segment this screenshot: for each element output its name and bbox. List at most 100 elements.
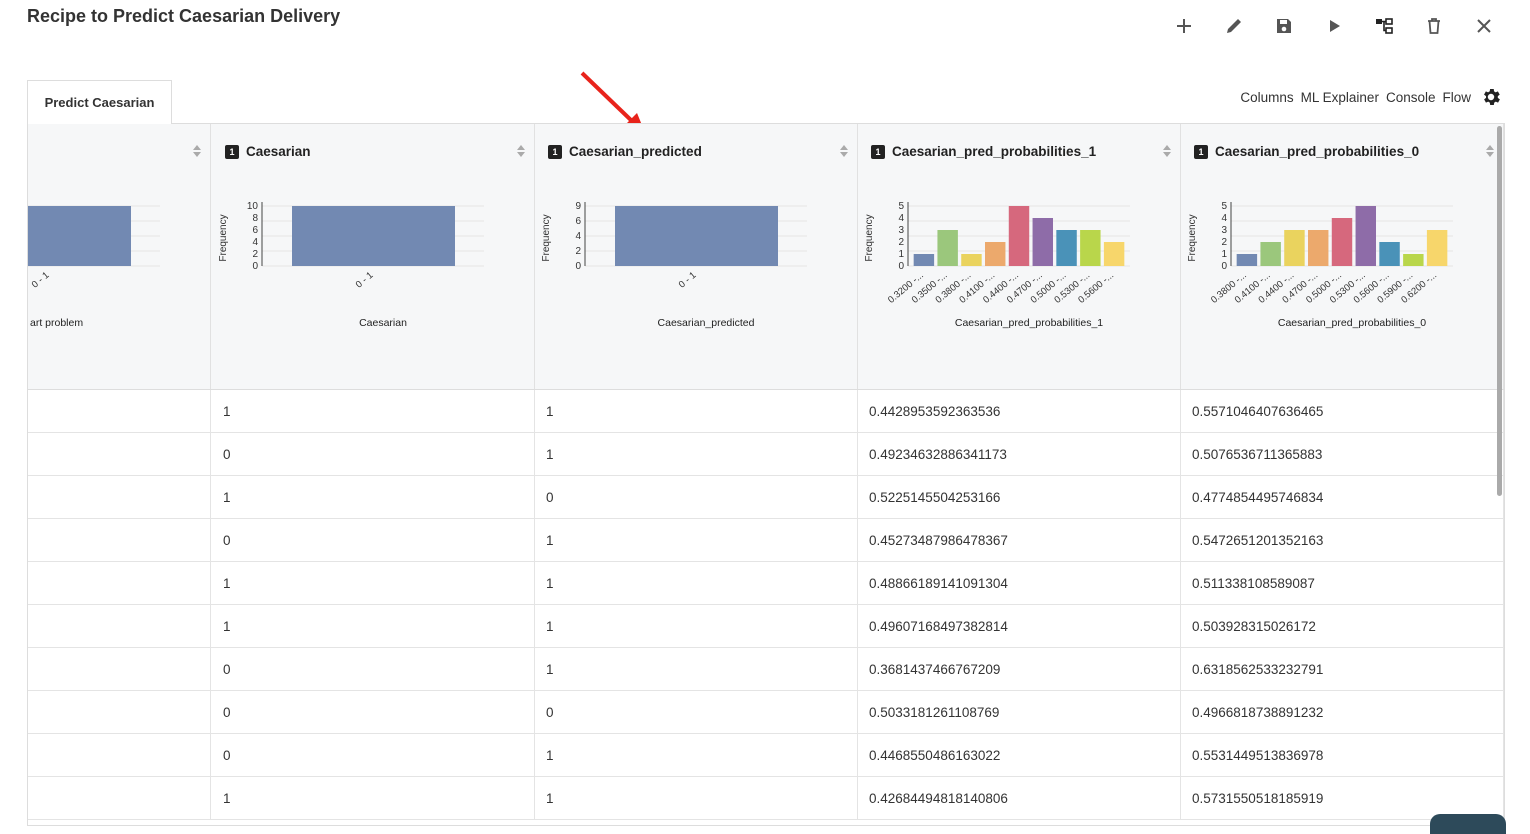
histogram-bar[interactable] — [1307, 230, 1329, 266]
histogram-bar[interactable] — [1379, 242, 1400, 266]
table-cell[interactable] — [28, 519, 211, 562]
help-tab[interactable] — [1430, 814, 1506, 834]
ml-explainer-link[interactable]: ML Explainer — [1300, 89, 1379, 105]
histogram-bar[interactable] — [1236, 254, 1258, 266]
table-row[interactable]: 0 0 0.5033181261108769 0.4966818738891232 — [28, 691, 1504, 734]
table-cell[interactable]: 0 — [535, 476, 858, 519]
columns-link[interactable]: Columns — [1240, 89, 1294, 105]
table-cell[interactable] — [28, 390, 211, 433]
table-row[interactable]: 0 1 0.4468550486163022 0.5531449513836978 — [28, 734, 1504, 777]
table-cell[interactable]: 0.5472651201352163 — [1181, 519, 1504, 562]
table-cell[interactable]: 0.4966818738891232 — [1181, 691, 1504, 734]
table-cell[interactable] — [28, 648, 211, 691]
table-cell[interactable]: 0.4468550486163022 — [858, 734, 1181, 777]
histogram-bar[interactable] — [1080, 230, 1101, 266]
histogram-bar[interactable] — [937, 230, 958, 266]
console-link[interactable]: Console — [1385, 89, 1436, 105]
table-row[interactable]: 1 1 0.4428953592363536 0.5571046407636465 — [28, 390, 1504, 433]
column-title[interactable]: 1 Caesarian_pred_probabilities_1 — [871, 144, 1096, 159]
table-cell[interactable]: 1 — [212, 476, 535, 519]
histogram-bar[interactable] — [1355, 206, 1377, 266]
histogram-bar[interactable] — [1056, 230, 1077, 266]
sort-icon[interactable] — [1162, 144, 1172, 158]
table-cell[interactable]: 0.5731550518185919 — [1181, 777, 1504, 820]
table-cell[interactable]: 0.5033181261108769 — [858, 691, 1181, 734]
table-cell[interactable]: 1 — [535, 777, 858, 820]
gear-icon[interactable] — [1480, 86, 1502, 108]
histogram-bar[interactable] — [961, 254, 982, 266]
column-title[interactable]: 1 Caesarian_pred_probabilities_0 — [1194, 144, 1419, 159]
table-cell[interactable]: 1 — [212, 390, 535, 433]
table-cell[interactable] — [28, 605, 211, 648]
table-cell[interactable]: 0.45273487986478367 — [858, 519, 1181, 562]
delete-button[interactable] — [1420, 12, 1448, 40]
add-button[interactable] — [1170, 12, 1198, 40]
table-cell[interactable]: 0.49607168497382814 — [858, 605, 1181, 648]
table-cell[interactable]: 1 — [535, 562, 858, 605]
table-cell[interactable]: 0.5531449513836978 — [1181, 734, 1504, 777]
table-cell[interactable] — [28, 476, 211, 519]
table-cell[interactable]: 0.5076536711365883 — [1181, 433, 1504, 476]
table-row[interactable]: 0 1 0.49234632886341173 0.5076536711365883 — [28, 433, 1504, 476]
table-cell[interactable]: 1 — [212, 605, 535, 648]
close-button[interactable] — [1470, 12, 1498, 40]
table-cell[interactable]: 0.5225145504253166 — [858, 476, 1181, 519]
table-cell[interactable]: 1 — [535, 390, 858, 433]
tab-predict-caesarian[interactable]: Predict Caesarian — [27, 80, 172, 124]
table-cell[interactable] — [28, 734, 211, 777]
table-cell[interactable]: 0.4774854495746834 — [1181, 476, 1504, 519]
table-cell[interactable] — [28, 691, 211, 734]
table-cell[interactable]: 1 — [535, 519, 858, 562]
flow-button[interactable] — [1370, 12, 1398, 40]
table-cell[interactable]: 0 — [212, 433, 535, 476]
table-row[interactable]: 1 1 0.49607168497382814 0.503928315026172 — [28, 605, 1504, 648]
table-cell[interactable]: 1 — [535, 648, 858, 691]
table-cell[interactable]: 0.49234632886341173 — [858, 433, 1181, 476]
histogram-bar[interactable] — [1008, 206, 1030, 266]
table-cell[interactable]: 0.3681437466767209 — [858, 648, 1181, 691]
table-cell[interactable]: 0 — [212, 519, 535, 562]
histogram-bar[interactable] — [1260, 242, 1281, 266]
table-cell[interactable]: 0 — [535, 691, 858, 734]
table-cell[interactable]: 0 — [212, 691, 535, 734]
table-cell[interactable]: 1 — [535, 433, 858, 476]
save-button[interactable] — [1270, 12, 1298, 40]
histogram-bar[interactable] — [1331, 218, 1353, 266]
histogram-bar[interactable] — [1032, 218, 1054, 266]
histogram-bar[interactable] — [1403, 254, 1424, 266]
table-cell[interactable]: 0 — [212, 648, 535, 691]
table-cell[interactable]: 1 — [535, 734, 858, 777]
table-cell[interactable]: 0.5571046407636465 — [1181, 390, 1504, 433]
run-button[interactable] — [1320, 12, 1348, 40]
histogram-bar[interactable] — [615, 206, 778, 266]
table-row[interactable]: 1 0 0.5225145504253166 0.4774854495746834 — [28, 476, 1504, 519]
table-cell[interactable] — [28, 777, 211, 820]
histogram-bar[interactable] — [984, 242, 1006, 266]
histogram-bar[interactable] — [1426, 230, 1448, 266]
edit-button[interactable] — [1220, 12, 1248, 40]
vertical-scrollbar[interactable] — [1497, 126, 1502, 496]
histogram-bar[interactable] — [292, 206, 455, 266]
histogram-bar[interactable] — [913, 254, 935, 266]
table-row[interactable]: 0 1 0.45273487986478367 0.5472651201352163 — [28, 519, 1504, 562]
sort-icon[interactable] — [192, 144, 202, 158]
sort-icon[interactable] — [839, 144, 849, 158]
table-cell[interactable]: 1 — [535, 605, 858, 648]
table-cell[interactable]: 0.42684494818140806 — [858, 777, 1181, 820]
table-cell[interactable]: 0.503928315026172 — [1181, 605, 1504, 648]
table-cell[interactable]: 0.6318562533232791 — [1181, 648, 1504, 691]
table-cell[interactable]: 0.511338108589087 — [1181, 562, 1504, 605]
sort-icon[interactable] — [516, 144, 526, 158]
column-title[interactable]: 1 Caesarian — [225, 144, 311, 159]
table-row[interactable]: 0 1 0.3681437466767209 0.6318562533232791 — [28, 648, 1504, 691]
table-cell[interactable]: 0.4428953592363536 — [858, 390, 1181, 433]
flow-link[interactable]: Flow — [1442, 89, 1471, 105]
table-row[interactable]: 1 1 0.42684494818140806 0.5731550518185919 — [28, 777, 1504, 820]
table-cell[interactable]: 0 — [212, 734, 535, 777]
table-cell[interactable]: 0.48866189141091304 — [858, 562, 1181, 605]
column-title[interactable]: 1 Caesarian_predicted — [548, 144, 702, 159]
table-cell[interactable]: 1 — [212, 562, 535, 605]
histogram-bar[interactable] — [1103, 242, 1125, 266]
table-row[interactable]: 1 1 0.48866189141091304 0.511338108589087 — [28, 562, 1504, 605]
table-cell[interactable] — [28, 562, 211, 605]
